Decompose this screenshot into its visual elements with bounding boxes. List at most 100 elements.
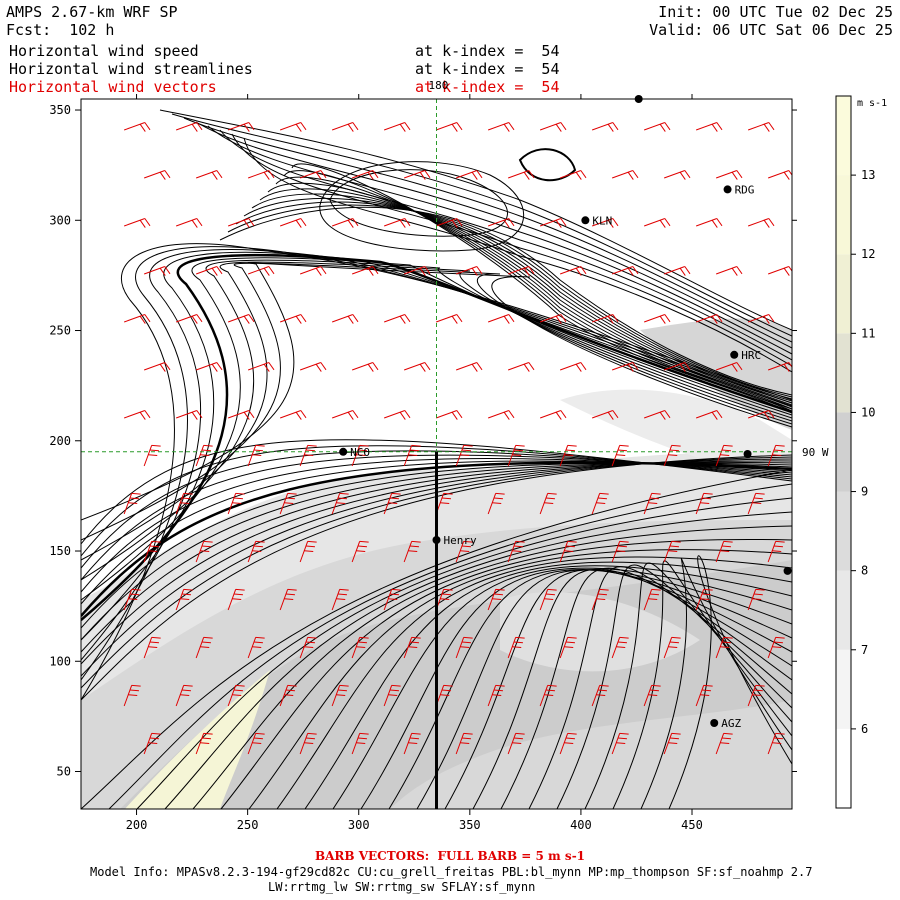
field-level-streamlines: at k-index = 54 [415,60,560,78]
wind-barb [227,122,255,132]
streamline [108,483,792,809]
x-tick-label: 400 [570,818,592,832]
wind-barb [175,314,203,324]
streamline [231,133,792,367]
colorbar-label: 11 [861,326,875,340]
colorbar-swatch [836,333,851,413]
wind-barb [507,170,535,180]
wind-barb [643,122,671,132]
wind-barb [715,362,743,372]
wind-barb [539,314,567,324]
wind-barb [331,314,359,324]
wind-barb [299,540,317,563]
map-guides: 180 90 W [81,79,829,809]
wind-barb [767,732,785,755]
colorbar-swatch [836,96,851,176]
streamline [81,450,792,569]
wind-barb [247,636,265,659]
wind-barb [351,266,379,276]
init-time: Init: 00 UTC Tue 02 Dec 25 [658,3,893,21]
wind-barb [663,362,691,372]
wind-barb [331,122,359,132]
wind-barb [195,170,223,180]
y-tick-label: 250 [49,324,71,338]
field-level-speed: at k-index = 54 [415,42,560,60]
streamline [136,497,792,809]
wind-barb [279,122,307,132]
streamline [207,125,792,355]
streamline [472,568,792,809]
wind-barb [455,444,473,467]
streamline [81,461,792,617]
field-name-speed: Horizontal wind speed [9,42,199,60]
streamline [291,163,792,414]
wind-barb [351,170,379,180]
wind-barb [455,732,473,755]
wind-barb [747,492,765,515]
streamline [183,117,792,343]
wind-barb [715,636,733,659]
streamline [81,454,792,581]
wind-barb [403,444,421,467]
wind-barb [143,732,161,755]
station-marker [783,566,792,575]
streamline [416,569,792,809]
x-tick-label: 250 [237,818,259,832]
wind-barb [435,218,463,228]
wind-barb [507,444,525,467]
streamline [251,193,792,404]
wind-barb [195,266,223,276]
wind-barb [800,410,826,419]
wind-barb [331,492,349,515]
wind-barb [143,636,161,659]
station-marker [339,447,348,456]
streamline [81,460,792,665]
station-label: NCO [350,446,370,459]
wind-barb [247,444,265,467]
wind-barb [767,266,792,276]
wind-barb [403,732,421,755]
station-label: RDG [735,183,755,196]
wind-barb [195,362,223,372]
station-label: AGZ [721,717,741,730]
wind-barb [175,588,193,611]
wind-barb [643,314,671,324]
wind-barb [643,492,661,515]
wind-barb [123,492,141,515]
station-marker [723,185,732,194]
wind-barb [403,540,421,563]
streamline [275,176,792,410]
model-info: Model Info: MPASv8.2.3-194-gf29cd82c CU:… [90,865,813,879]
wind-barb [123,122,151,132]
wind-barb [663,444,681,467]
colorbar-swatch [836,649,851,729]
wind-barb [611,170,639,180]
wind-barb [767,444,785,467]
station-label: KLN [592,214,612,227]
model-info-line2: LW:rrtmg_lw SW:rrtmg_sw SFLAY:sf_mynn [268,880,536,894]
streamlines [81,109,792,809]
wind-barb [507,266,535,276]
wind-barb [487,314,515,324]
y-tick-label: 300 [49,213,71,227]
wind-barb [800,218,826,227]
wind-barb [767,170,792,180]
wind-barb [279,218,307,228]
colorbar-frame [835,95,852,809]
streamline [81,461,792,653]
wind-barb [559,362,587,372]
streamline [243,197,792,402]
wind-barb [767,636,785,659]
wind-barb [591,684,609,707]
wind-barb [143,362,171,372]
wind-barb [695,588,713,611]
wind-barb [663,170,691,180]
wind-barb [507,636,525,659]
wind-barb [800,122,826,131]
wind-barb [539,122,567,132]
wind-barb [279,314,307,324]
wind-barb [747,410,775,420]
wind-barb [383,218,411,228]
colorbar-label: 10 [861,405,875,419]
wind-barb [195,732,213,755]
